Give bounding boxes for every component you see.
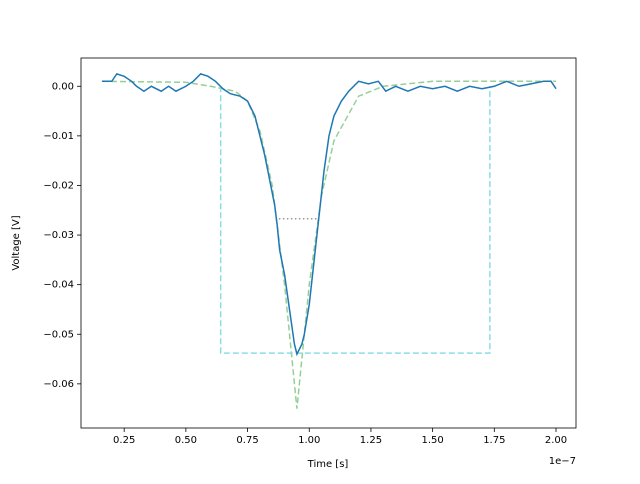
x-offset-label: 1e−7 [549,456,576,467]
x-tick-label: 0.25 [113,435,135,446]
series-line [101,72,557,357]
y-tick-label: 0.00 [52,81,74,92]
y-tick-label: −0.05 [43,329,74,340]
x-tick-label: 1.00 [298,435,320,446]
x-tick-label: 1.50 [421,435,443,446]
series-line [219,86,491,354]
x-tick-label: 1.25 [360,435,382,446]
x-tick-label: 0.50 [175,435,197,446]
plot-frame [80,57,577,429]
x-tick-label: 2.00 [545,435,567,446]
y-tick-label: −0.02 [43,180,74,191]
y-tick-label: −0.01 [43,131,74,142]
x-axis-label: Time [s] [307,459,349,470]
y-axis-label: Voltage [V] [11,215,22,270]
y-tick-label: −0.03 [43,230,74,241]
x-tick-label: 1.75 [483,435,505,446]
y-tick-label: −0.04 [43,280,74,291]
x-tick-label: 0.75 [236,435,258,446]
series-line [101,80,557,409]
y-tick-label: −0.06 [43,379,74,390]
